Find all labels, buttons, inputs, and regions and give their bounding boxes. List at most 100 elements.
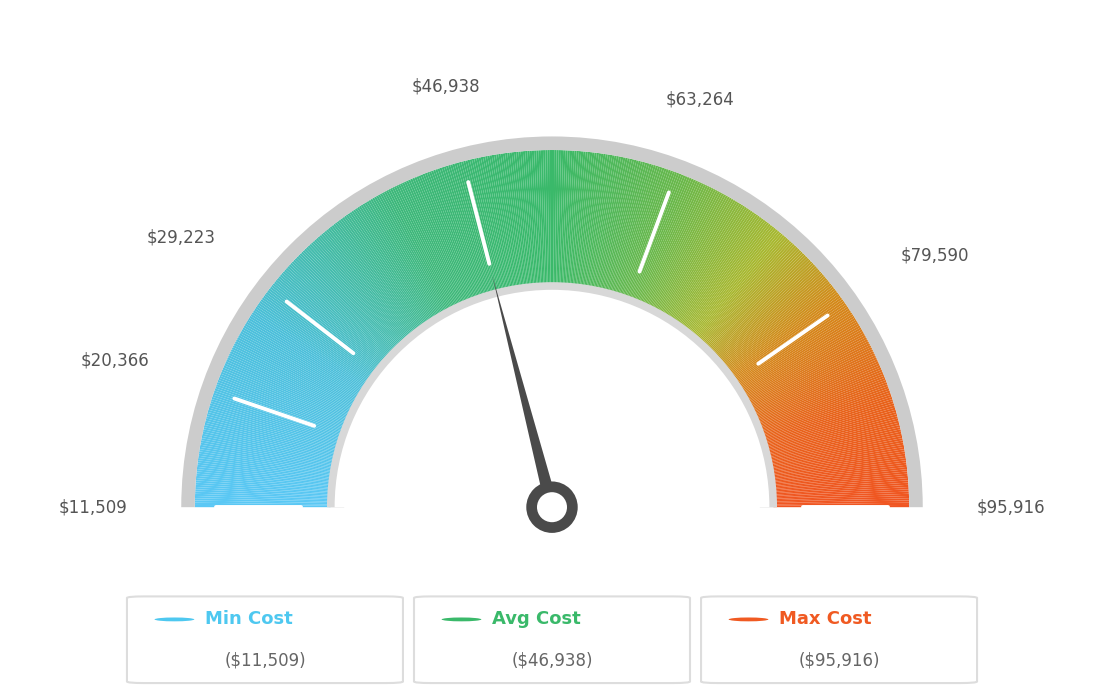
Text: Min Cost: Min Cost — [205, 611, 293, 629]
Wedge shape — [577, 152, 595, 287]
Wedge shape — [766, 418, 899, 453]
Wedge shape — [627, 171, 676, 299]
Wedge shape — [266, 292, 375, 375]
Wedge shape — [519, 151, 532, 287]
Text: ($95,916): ($95,916) — [798, 651, 880, 669]
Wedge shape — [482, 157, 510, 290]
Wedge shape — [467, 159, 501, 292]
Wedge shape — [278, 276, 383, 365]
Wedge shape — [609, 162, 647, 294]
Wedge shape — [298, 255, 395, 352]
Wedge shape — [630, 173, 681, 301]
Text: ($46,938): ($46,938) — [511, 651, 593, 669]
Wedge shape — [195, 491, 331, 499]
Wedge shape — [719, 273, 822, 363]
Wedge shape — [225, 362, 350, 418]
Wedge shape — [208, 410, 339, 448]
Wedge shape — [703, 247, 798, 346]
Wedge shape — [773, 480, 909, 492]
Wedge shape — [737, 312, 852, 387]
Wedge shape — [573, 152, 587, 287]
Wedge shape — [448, 165, 489, 295]
Wedge shape — [607, 161, 643, 293]
Wedge shape — [756, 369, 882, 423]
Wedge shape — [404, 181, 461, 306]
Wedge shape — [453, 164, 491, 295]
Wedge shape — [614, 164, 654, 295]
Wedge shape — [731, 297, 842, 378]
Wedge shape — [392, 187, 454, 309]
Wedge shape — [633, 175, 683, 302]
Wedge shape — [694, 233, 783, 338]
Wedge shape — [606, 161, 640, 293]
Wedge shape — [745, 331, 864, 400]
Wedge shape — [646, 184, 707, 308]
Wedge shape — [195, 482, 331, 493]
Wedge shape — [195, 494, 331, 500]
Wedge shape — [243, 326, 361, 395]
Wedge shape — [221, 371, 347, 424]
Wedge shape — [328, 228, 414, 335]
Wedge shape — [319, 235, 408, 339]
Wedge shape — [241, 329, 360, 398]
Wedge shape — [771, 447, 904, 471]
Circle shape — [155, 618, 194, 621]
Wedge shape — [461, 161, 497, 293]
Wedge shape — [559, 150, 565, 286]
Wedge shape — [714, 264, 816, 357]
Wedge shape — [199, 456, 333, 477]
Wedge shape — [585, 154, 608, 288]
Wedge shape — [202, 431, 336, 462]
Wedge shape — [772, 467, 907, 484]
Wedge shape — [466, 160, 500, 293]
Wedge shape — [242, 327, 361, 397]
Wedge shape — [206, 414, 338, 451]
Wedge shape — [277, 278, 382, 366]
Wedge shape — [390, 188, 453, 310]
Wedge shape — [740, 317, 856, 391]
Wedge shape — [656, 192, 722, 313]
Wedge shape — [566, 150, 576, 286]
Wedge shape — [561, 150, 567, 286]
Wedge shape — [773, 489, 909, 497]
Wedge shape — [641, 180, 698, 305]
Wedge shape — [701, 242, 793, 344]
Wedge shape — [219, 378, 346, 428]
Wedge shape — [435, 169, 481, 298]
Wedge shape — [206, 416, 338, 452]
Circle shape — [527, 482, 577, 533]
Wedge shape — [709, 255, 806, 352]
Wedge shape — [442, 167, 485, 297]
Wedge shape — [541, 150, 546, 286]
Wedge shape — [253, 310, 368, 386]
Wedge shape — [762, 395, 892, 439]
Wedge shape — [602, 159, 635, 292]
Wedge shape — [378, 194, 445, 314]
Wedge shape — [746, 337, 867, 403]
Wedge shape — [248, 317, 364, 391]
Wedge shape — [500, 153, 521, 288]
Wedge shape — [675, 209, 751, 323]
Wedge shape — [648, 185, 708, 308]
Wedge shape — [716, 268, 818, 359]
Wedge shape — [213, 393, 342, 437]
Wedge shape — [757, 373, 884, 426]
Wedge shape — [343, 215, 424, 327]
Wedge shape — [758, 376, 885, 427]
Wedge shape — [682, 218, 764, 329]
Wedge shape — [676, 210, 753, 324]
Wedge shape — [290, 263, 391, 357]
Wedge shape — [556, 150, 561, 286]
Wedge shape — [220, 373, 347, 426]
Wedge shape — [471, 159, 503, 291]
FancyBboxPatch shape — [414, 596, 690, 683]
Wedge shape — [670, 206, 745, 321]
Wedge shape — [464, 161, 498, 293]
Wedge shape — [574, 152, 590, 287]
Wedge shape — [567, 151, 578, 286]
Wedge shape — [199, 451, 333, 474]
Wedge shape — [275, 279, 381, 367]
Wedge shape — [235, 341, 355, 406]
Wedge shape — [342, 217, 423, 328]
Wedge shape — [322, 232, 411, 337]
